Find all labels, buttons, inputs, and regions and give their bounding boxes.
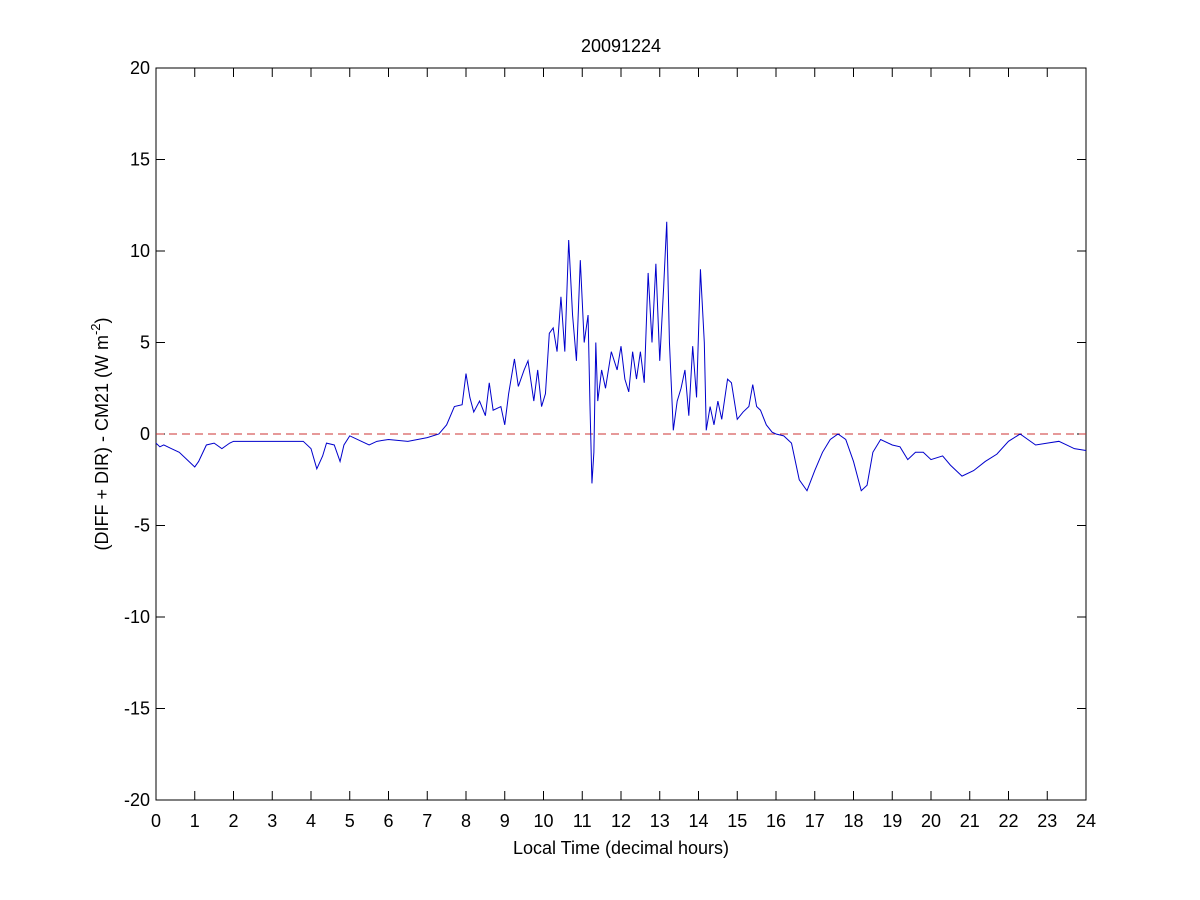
x-tick-label: 23 (1037, 811, 1057, 831)
x-tick-label: 3 (267, 811, 277, 831)
x-tick-label: 2 (228, 811, 238, 831)
data-line (155, 221, 1087, 492)
x-tick-label: 7 (422, 811, 432, 831)
y-tick-label: 0 (140, 424, 150, 444)
y-tick-label: -20 (124, 790, 150, 810)
x-tick-label: 1 (190, 811, 200, 831)
y-tick-label: -10 (124, 607, 150, 627)
y-tick-label: 5 (140, 333, 150, 353)
x-axis-label: Local Time (decimal hours) (513, 838, 729, 858)
x-tick-label: 21 (960, 811, 980, 831)
x-tick-label: 13 (650, 811, 670, 831)
x-tick-label: 20 (921, 811, 941, 831)
x-tick-label: 9 (500, 811, 510, 831)
y-tick-label: -15 (124, 699, 150, 719)
y-tick-label: 10 (130, 241, 150, 261)
x-tick-label: 14 (688, 811, 708, 831)
y-label-suffix: ) (92, 317, 112, 323)
x-tick-label: 6 (383, 811, 393, 831)
x-tick-label: 12 (611, 811, 631, 831)
x-tick-label: 11 (573, 811, 592, 831)
chart-title: 20091224 (581, 36, 661, 56)
x-tick-label: 10 (533, 811, 553, 831)
x-tick-label: 17 (805, 811, 825, 831)
y-label-text: (DIFF + DIR) - CM21 (W m (92, 335, 112, 550)
x-tick-label: 15 (727, 811, 747, 831)
y-tick-label: -5 (134, 516, 150, 536)
x-tick-label: 16 (766, 811, 786, 831)
x-tick-label: 5 (345, 811, 355, 831)
y-label-superscript: -2 (88, 323, 103, 335)
x-tick-label: 8 (461, 811, 471, 831)
y-axis-label: (DIFF + DIR) - CM21 (W m-2) (88, 317, 112, 550)
x-tick-label: 22 (998, 811, 1018, 831)
x-tick-label: 4 (306, 811, 316, 831)
y-tick-label: 15 (130, 150, 150, 170)
y-tick-label: 20 (130, 58, 150, 78)
x-tick-label: 19 (882, 811, 902, 831)
plot-area (155, 67, 1087, 801)
x-tick-label: 24 (1076, 811, 1096, 831)
x-tick-label: 18 (843, 811, 863, 831)
x-tick-label: 0 (151, 811, 161, 831)
